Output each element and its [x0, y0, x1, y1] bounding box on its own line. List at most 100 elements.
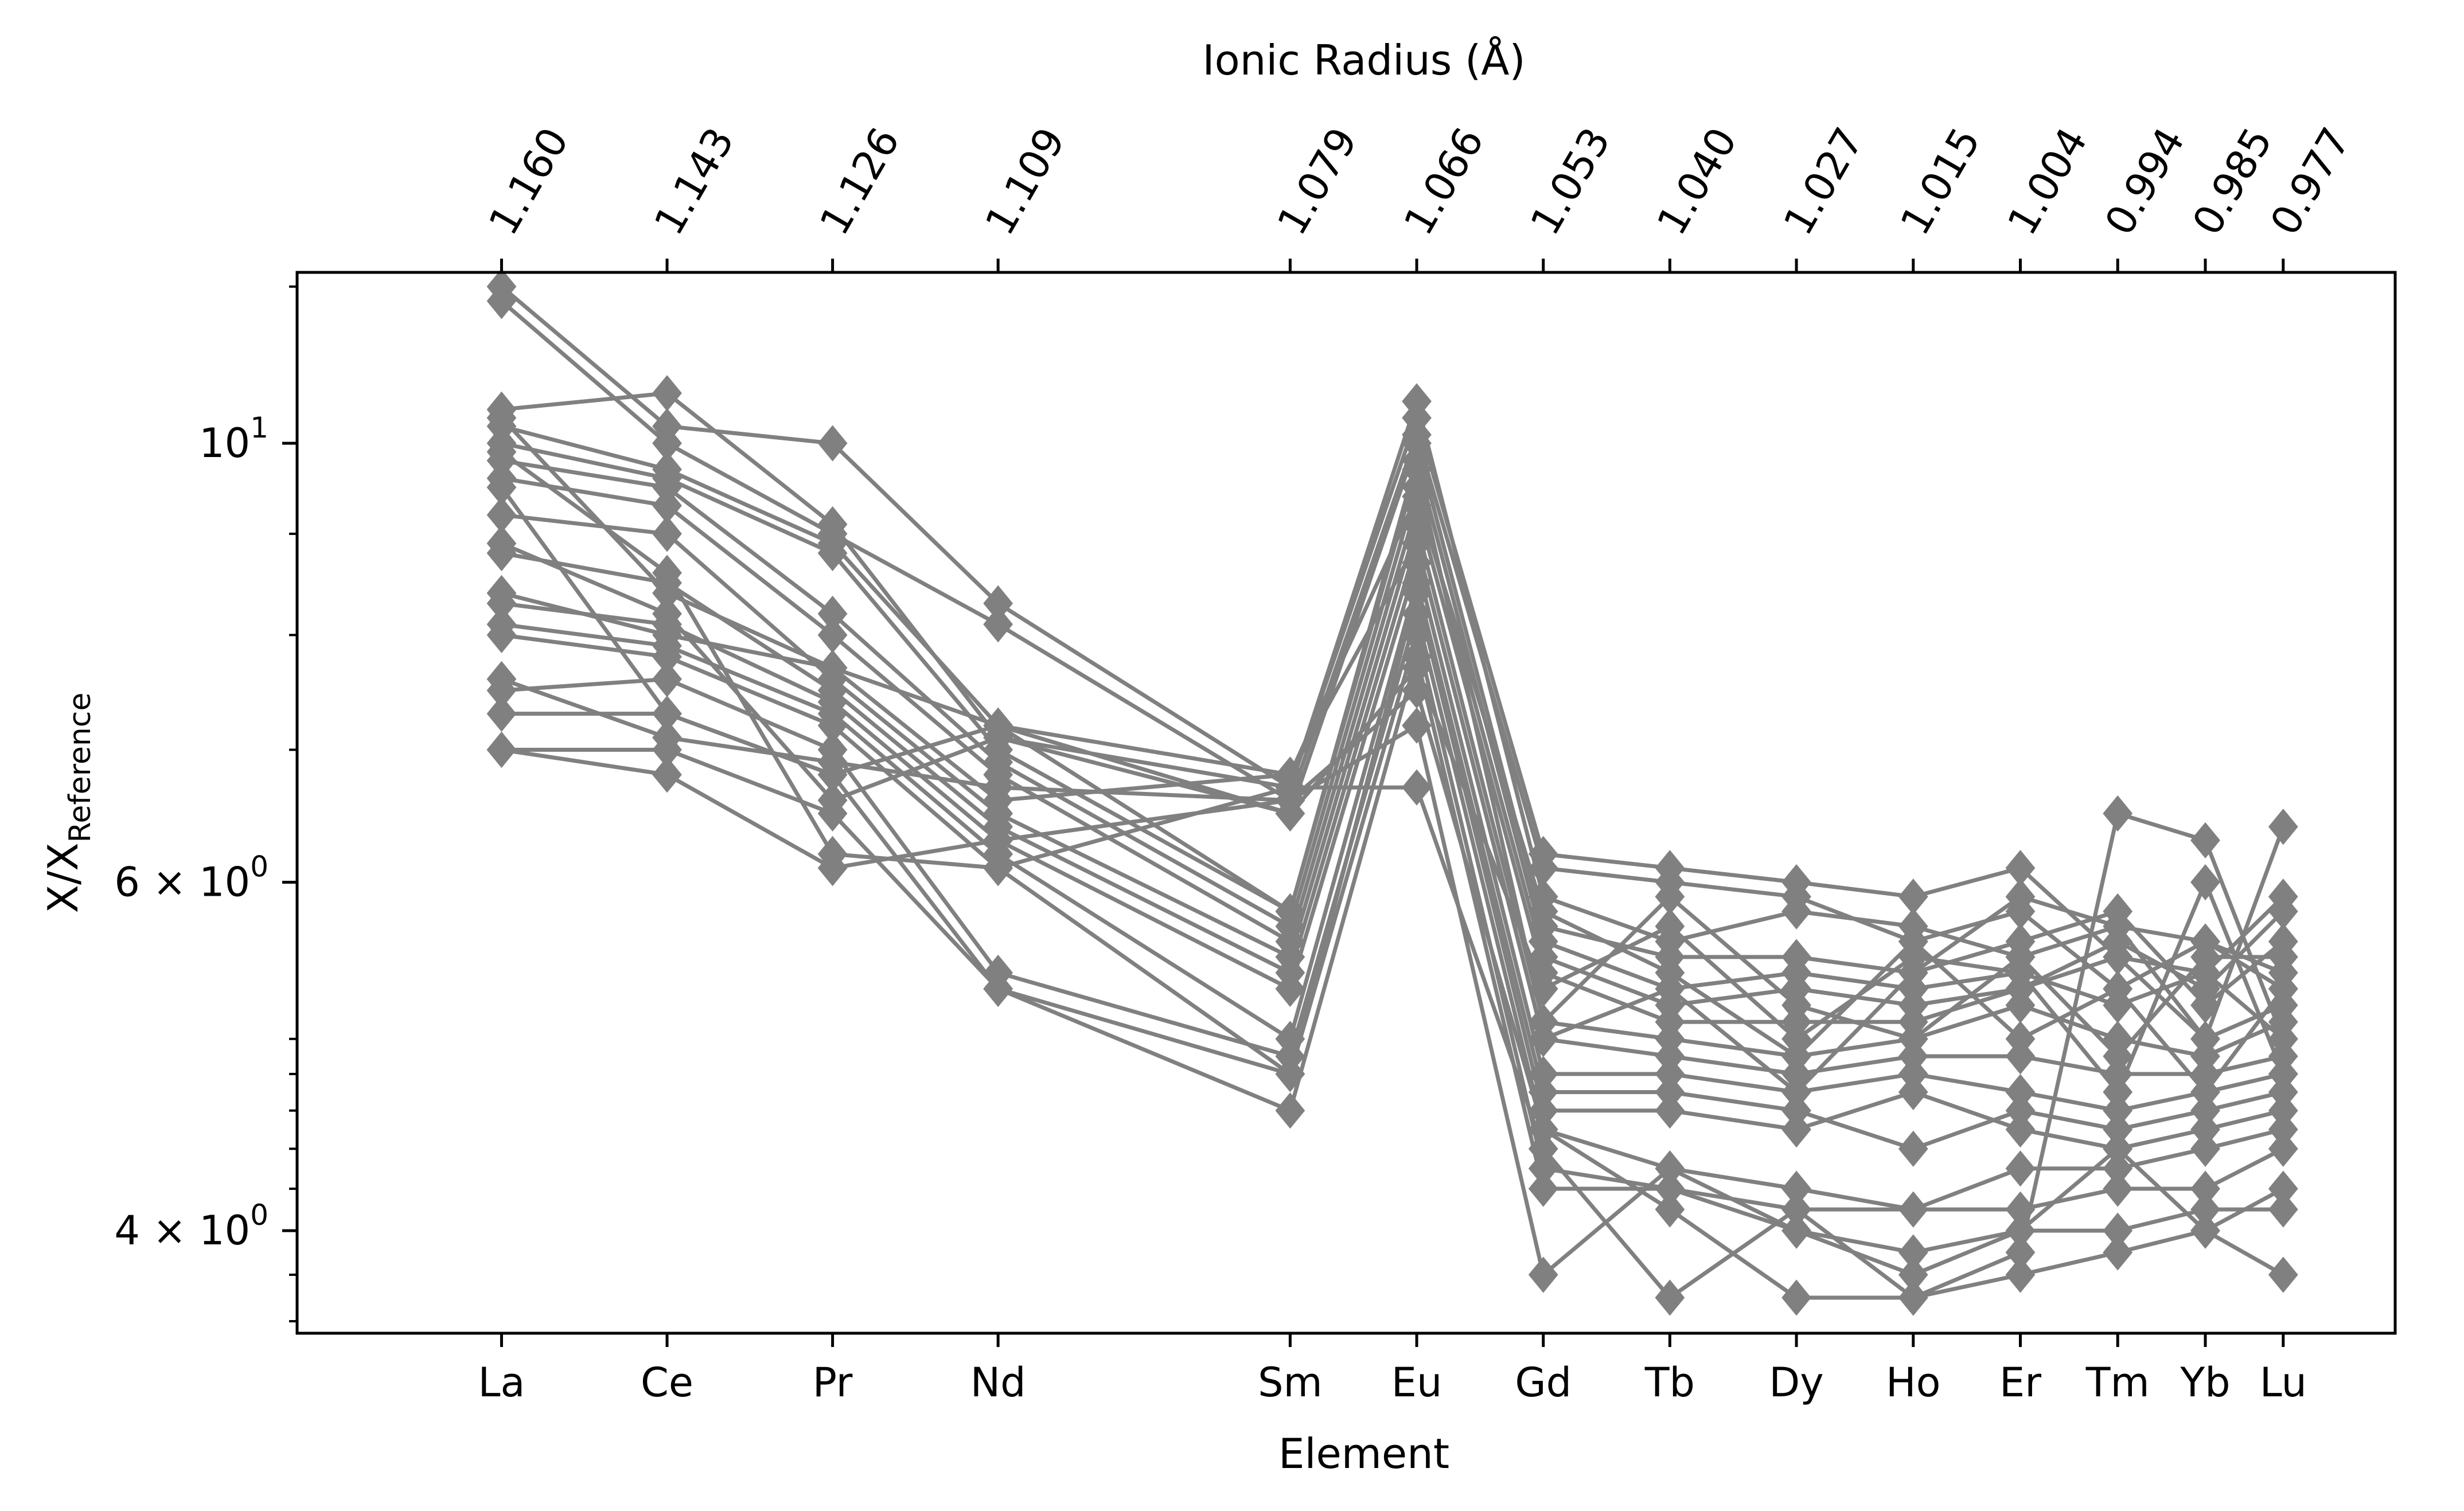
data-point — [1781, 1111, 1811, 1148]
data-point — [652, 575, 682, 611]
data-point — [2103, 1073, 2133, 1111]
data-point — [486, 525, 517, 562]
data-point — [1402, 650, 1432, 686]
data-point — [1655, 1092, 1685, 1129]
series-19 — [486, 469, 2298, 1111]
data-point — [2005, 1256, 2036, 1293]
data-point — [486, 400, 517, 436]
data-point — [1781, 1212, 1811, 1249]
data-point — [1781, 893, 1811, 930]
data-point — [486, 469, 517, 506]
data-point — [2190, 1021, 2220, 1057]
data-point — [1781, 1038, 1811, 1075]
data-point — [2268, 1256, 2298, 1293]
data-point — [817, 425, 848, 462]
data-point — [486, 575, 517, 611]
series-layer — [486, 268, 2298, 1316]
data-point — [2005, 879, 2036, 915]
x-tick-label: Ce — [641, 1359, 693, 1406]
y-axis-label: X/XReference — [39, 693, 98, 913]
data-point — [1655, 879, 1685, 915]
series-line — [501, 476, 2284, 1041]
data-point — [817, 650, 848, 686]
data-point — [1275, 970, 1305, 1008]
y-axis-label-main: X/X — [39, 842, 87, 913]
series-line — [501, 591, 2284, 1151]
y-tick-base: 10 — [199, 420, 250, 467]
x-tick-label: Lu — [2260, 1359, 2307, 1406]
data-point — [2268, 809, 2298, 845]
data-point — [1781, 987, 1811, 1024]
data-point — [2005, 1111, 2036, 1148]
data-point — [817, 782, 848, 819]
data-point — [1655, 1191, 1685, 1228]
data-point — [983, 606, 1013, 643]
series-line — [501, 654, 2283, 1255]
y-tick-exponent: 0 — [250, 850, 268, 884]
y-tick-exponent: 1 — [250, 411, 268, 444]
bottom-axis: La Ce Pr Nd Sm Eu Gd Tb Dy Ho Er Tm Yb Lu — [478, 1333, 2307, 1406]
data-point — [1275, 756, 1305, 793]
x-tick-label: Dy — [1769, 1359, 1823, 1406]
x-tick-label: Yb — [2180, 1359, 2230, 1406]
x-tick-label: Eu — [1391, 1359, 1442, 1406]
data-point — [652, 756, 682, 793]
series-line — [501, 458, 2285, 1008]
data-point — [817, 835, 848, 872]
data-point — [652, 375, 682, 412]
data-point — [1528, 893, 1558, 930]
series-line — [501, 611, 2284, 1212]
data-point — [2190, 1073, 2220, 1111]
data-point — [2103, 1170, 2133, 1207]
data-point — [983, 782, 1013, 819]
data-point — [2005, 1234, 2036, 1271]
data-point — [2190, 822, 2220, 858]
series-line — [501, 581, 2284, 1151]
data-point — [652, 616, 682, 653]
data-point — [2005, 939, 2036, 975]
data-point — [2103, 970, 2133, 1008]
data-point — [2268, 1170, 2298, 1207]
data-point — [486, 616, 517, 653]
data-point — [2103, 1130, 2133, 1167]
data-point — [1898, 923, 1928, 960]
data-point — [1402, 525, 1432, 562]
plot-frame — [295, 271, 2397, 1335]
data-point — [1402, 769, 1432, 806]
series-line — [501, 632, 2284, 1212]
data-point — [2190, 939, 2220, 975]
data-point — [983, 970, 1013, 1008]
series-line — [500, 285, 2285, 1041]
data-point — [1898, 1279, 1928, 1316]
data-point — [2190, 970, 2220, 1008]
data-point — [1528, 1170, 1558, 1207]
data-point — [1781, 1191, 1811, 1228]
data-point — [1402, 707, 1432, 744]
y-tick-label: 101 — [199, 411, 268, 467]
data-point — [1655, 1279, 1685, 1316]
data-point — [2103, 1234, 2133, 1271]
data-point — [1781, 1279, 1811, 1316]
data-point — [983, 707, 1013, 744]
x-tick-label: La — [478, 1359, 525, 1406]
series-line — [500, 299, 2284, 991]
data-point — [652, 719, 682, 756]
data-point — [2005, 1150, 2036, 1187]
x-tick-label: Ho — [1886, 1359, 1940, 1406]
data-point — [486, 731, 517, 768]
x-tick-label: Sm — [1258, 1359, 1323, 1406]
y-tick-base: 6 × 10 — [114, 859, 250, 906]
data-point — [2268, 970, 2298, 1008]
data-point — [1402, 383, 1432, 420]
data-point — [1781, 1073, 1811, 1111]
data-point — [2103, 795, 2133, 832]
data-point — [1898, 1021, 1928, 1057]
data-point — [486, 283, 517, 319]
series-line — [500, 416, 2283, 1059]
series-line — [501, 494, 2285, 1094]
data-point — [2190, 1130, 2220, 1167]
series-line — [500, 486, 2286, 1094]
series-18 — [486, 434, 2298, 1316]
data-point — [2268, 939, 2298, 975]
